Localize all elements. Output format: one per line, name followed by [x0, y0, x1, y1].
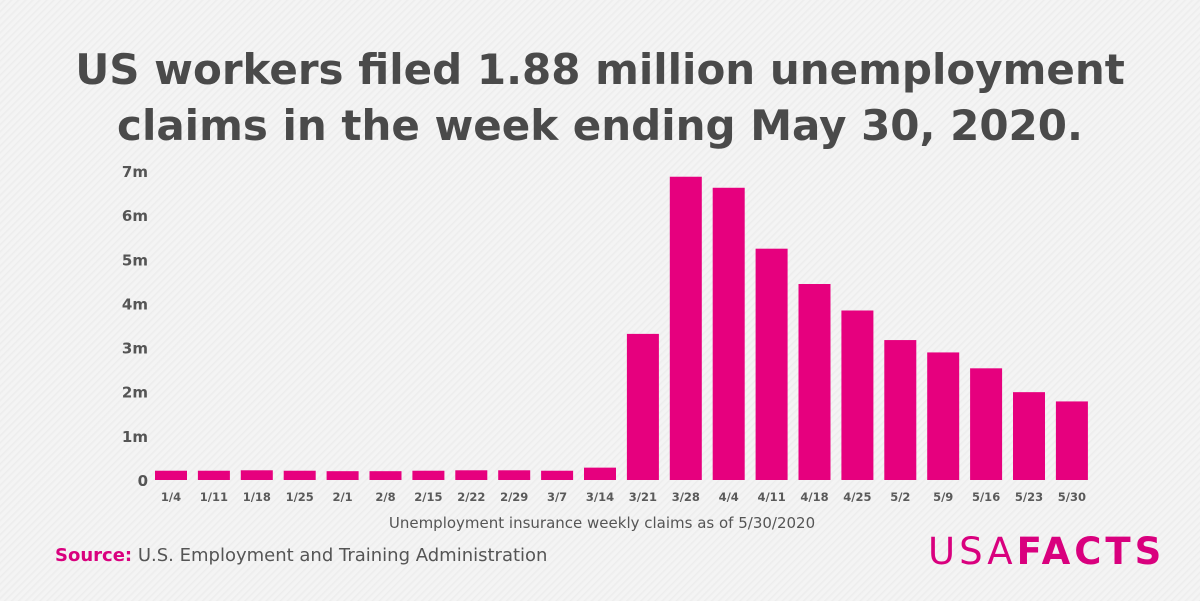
bar — [412, 470, 445, 480]
bar — [283, 470, 316, 480]
logo-facts: FACTS — [1016, 530, 1166, 573]
x-tick-label: 3/7 — [547, 490, 567, 504]
x-tick-label: 3/14 — [586, 490, 614, 504]
bar — [841, 310, 874, 480]
chart-title: US workers filed 1.88 million unemployme… — [0, 42, 1200, 154]
bar — [755, 248, 788, 480]
x-tick-label: 5/16 — [972, 490, 1000, 504]
x-tick-label: 2/29 — [500, 490, 528, 504]
x-tick-label: 3/21 — [629, 490, 657, 504]
usafacts-logo: USAFACTS — [928, 530, 1165, 573]
y-tick-label: 6m — [122, 207, 148, 225]
x-tick-label: 4/18 — [800, 490, 828, 504]
bar — [541, 470, 574, 480]
y-tick-label: 3m — [122, 340, 148, 358]
y-tick-label: 0 — [138, 472, 148, 490]
y-tick-label: 2m — [122, 384, 148, 402]
bar — [669, 176, 702, 480]
x-tick-label: 4/4 — [719, 490, 739, 504]
x-tick-label: 4/11 — [757, 490, 785, 504]
title-line-1: US workers filed 1.88 million unemployme… — [75, 45, 1125, 94]
x-tick-label: 5/30 — [1058, 490, 1086, 504]
bars — [155, 176, 1088, 480]
title-line-2: claims in the week ending May 30, 2020. — [117, 101, 1083, 150]
x-tick-label: 2/15 — [414, 490, 442, 504]
bar — [498, 470, 531, 480]
x-axis-label: Unemployment insurance weekly claims as … — [389, 514, 815, 532]
bar — [326, 471, 359, 480]
bar — [626, 333, 659, 480]
bar — [155, 470, 187, 480]
x-axis: 1/4 1/11 1/18 1/25 2/1 2/8 2/15 2/22 2/29 3/7 3/14… — [161, 490, 1086, 504]
logo-usa: USA — [928, 530, 1017, 573]
x-tick-label: 1/18 — [243, 490, 271, 504]
x-tick-label: 2/22 — [457, 490, 485, 504]
bar — [369, 471, 402, 480]
bar — [970, 368, 1003, 480]
x-tick-label: 1/25 — [286, 490, 314, 504]
bar — [927, 352, 960, 480]
bar — [798, 284, 831, 480]
source-note: Source: U.S. Employment and Training Adm… — [55, 545, 547, 566]
source-text: U.S. Employment and Training Administrat… — [137, 545, 548, 566]
bar — [1013, 392, 1045, 480]
bar — [1055, 401, 1088, 480]
x-tick-label: 5/2 — [890, 490, 910, 504]
x-tick-label: 5/9 — [933, 490, 953, 504]
bar — [197, 470, 230, 480]
x-tick-label: 3/28 — [672, 490, 700, 504]
y-axis: 0 1m 2m 3m 4m 5m 6m 7m — [122, 163, 148, 490]
y-tick-label: 5m — [122, 251, 148, 269]
bar — [455, 470, 488, 480]
x-tick-label: 5/23 — [1015, 490, 1043, 504]
y-tick-label: 4m — [122, 295, 148, 313]
y-tick-label: 7m — [122, 163, 148, 181]
x-tick-label: 1/11 — [200, 490, 228, 504]
x-tick-label: 4/25 — [843, 490, 871, 504]
bar — [240, 470, 273, 480]
x-tick-label: 2/1 — [332, 490, 352, 504]
x-tick-label: 1/4 — [161, 490, 181, 504]
y-tick-label: 1m — [122, 428, 148, 446]
bar — [884, 340, 917, 480]
bar — [584, 467, 616, 480]
x-tick-label: 2/8 — [375, 490, 395, 504]
bar — [712, 187, 745, 480]
source-label: Source: — [55, 545, 133, 566]
